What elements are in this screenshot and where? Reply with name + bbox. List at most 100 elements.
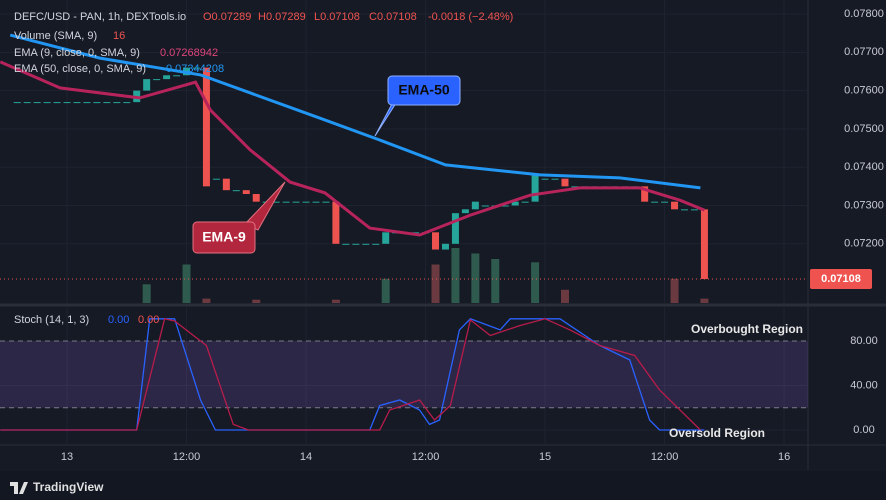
candle-body [63,102,71,104]
candle-body [173,75,181,77]
candle-body [143,79,151,91]
volume-bar [491,259,500,303]
candle-body [680,209,688,211]
candle-body [412,232,420,234]
overbought-label: Overbought Region [691,322,803,336]
series-line [0,318,705,431]
y-tick-label: 0.00 [853,424,874,436]
volume-bar [252,299,261,303]
volume-bar [471,253,480,303]
candle-body [163,75,171,80]
series-line [0,60,705,237]
candle-body [212,178,220,180]
candle-body [471,201,479,210]
annotation-label: EMA-9 [202,229,246,245]
volume-bar [202,298,211,303]
candle-body [372,243,380,245]
grid [0,0,808,445]
legend-change: -0.0018 (−2.48%) [428,11,513,23]
candle-body [332,201,340,244]
y-tick-label: 0.07700 [844,46,884,58]
candle-body [93,102,101,104]
y-tick-label: 0.07200 [844,238,884,250]
candle-body [13,102,21,104]
volume-bar [670,278,679,303]
legend-ema9: EMA (9, close, 0, SMA, 9) [14,47,140,59]
candle-body [282,201,290,203]
candle-body [53,102,61,104]
volume-bar [182,264,191,303]
footer-bar [0,471,886,500]
candle-body [202,67,210,187]
y-tick-label: 0.07600 [844,85,884,97]
candle-body [322,201,330,203]
legend-open: O0.07289 [203,11,251,23]
candle-body [23,102,31,104]
oversold-label: Oversold Region [669,426,765,440]
candle-body [342,243,350,245]
volume-bar [531,262,540,303]
labels: DEFC/USD - PAN, 1h, DEXTools.io O0.07289… [14,8,884,494]
candle-body [541,178,549,180]
candle-body [302,201,310,203]
candle-body [641,186,649,202]
candle-body [651,201,659,203]
candle-body [432,232,440,250]
stoch-legend: Stoch (14, 1, 3) [14,314,89,326]
volume-bar [331,299,340,303]
candle-body [272,201,280,203]
legend-volume-value: 16 [113,30,125,42]
last-price-box [810,269,872,290]
candle-body [222,178,230,191]
legend-volume: Volume (SMA, 9) [14,30,97,42]
candle-body [252,194,260,202]
y-tick-label: 0.07400 [844,161,884,173]
logo [10,482,28,494]
candle-body [83,102,91,104]
annotation-label: EMA-50 [398,82,450,98]
legend-symbol: DEFC/USD - PAN, 1h, DEXTools.io [14,11,186,23]
marks [0,33,808,431]
candle-body [551,178,559,180]
logo-icon [10,482,28,494]
candle-body [441,243,449,250]
legend-ema9-value: 0.07268942 [160,47,218,59]
x-tick-label: 16 [778,451,790,463]
candle-body [33,102,41,104]
volume-bar [381,278,390,303]
candle-body [73,102,81,104]
candle-body [382,232,390,244]
candle-body [113,102,121,104]
x-tick-label: 12:00 [412,451,440,463]
candle-body [501,205,509,207]
candle-body [292,201,300,203]
candle-body [571,186,579,188]
y-tick-label: 80.00 [850,335,878,347]
y-tick-label: 0.07500 [844,123,884,135]
volume-bar [431,264,440,303]
annotation-box [192,221,256,254]
legend-ema50: EMA (50, close, 0, SMA, 9) [14,63,146,75]
series-line [9,33,701,190]
series-line [0,318,701,431]
candle-body [123,102,131,104]
candle-body [192,67,200,69]
candle-body [312,201,320,203]
legend-close: C0.07108 [369,11,417,23]
candle-body [690,209,698,211]
candle-body [700,209,708,280]
candle-body [232,190,240,192]
candle-body [561,178,569,187]
x-tick-label: 12:00 [651,451,679,463]
candle-body [43,102,51,104]
candle-body [362,243,370,245]
candle-body [352,243,360,245]
x-tick-label: 12:00 [173,451,201,463]
candle-body [242,190,250,195]
legend-ema50-value: 0.07344208 [166,63,224,75]
annotation-box [387,75,461,106]
x-tick-label: 15 [539,451,551,463]
volume-bar [451,248,460,303]
